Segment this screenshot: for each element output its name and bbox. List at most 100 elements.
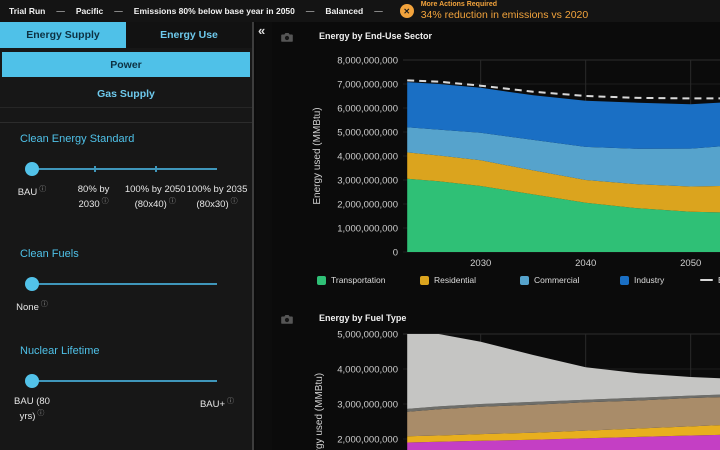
legend-item-commercial[interactable]: Commercial [520, 275, 579, 285]
collapse-sidebar-button[interactable]: « [258, 23, 266, 38]
camera-icon[interactable] [281, 314, 293, 324]
info-icon[interactable]: ⓘ [227, 398, 235, 405]
legend-dash-swatch [700, 278, 713, 282]
y-tick-label: 6,000,000,000 [337, 104, 398, 115]
emissions-target[interactable]: Emissions 80% below base year in 2050 [133, 6, 295, 16]
y-tick-label: 8,000,000,000 [337, 56, 398, 67]
legend-item-transportation[interactable]: Transportation [317, 275, 386, 285]
tab-energy-supply[interactable]: Energy Supply [0, 22, 126, 48]
info-icon[interactable]: ⓘ [40, 301, 48, 308]
section-title: Clean Energy Standard [20, 133, 135, 145]
area-series-tan-fuel[interactable] [407, 397, 720, 437]
nav-power-button[interactable]: Power [2, 52, 250, 77]
legend-item-industry[interactable]: Industry [620, 275, 664, 285]
slider-tick [155, 166, 158, 172]
clean-energy-standard-slider[interactable] [25, 162, 217, 176]
slider-option: 80% by 2030 ⓘ [77, 184, 110, 211]
actions-required-alert[interactable]: ✕ More Actions Required 34% reduction in… [399, 1, 589, 21]
chart1-legend: Transportation Residential Commercial In… [272, 275, 720, 289]
section-clean-fuels: Clean Fuels None ⓘ [0, 248, 252, 314]
slider-option: BAU+ ⓘ [199, 398, 235, 411]
slider-handle[interactable] [25, 162, 39, 176]
slider-track[interactable] [32, 168, 217, 170]
top-status-bar: Trial Run — Pacific — Emissions 80% belo… [0, 0, 720, 22]
area-series-light-gray-fuel[interactable] [407, 334, 720, 409]
sidebar-nav: Power Gas Supply [0, 52, 252, 108]
section-clean-energy-standard: Clean Energy Standard BAU ⓘ 80% by 2030 ⓘ … [0, 133, 252, 232]
balance-mode[interactable]: Balanced [325, 6, 364, 16]
y-tick-label: 4,000,000,000 [337, 152, 398, 163]
chart2-title: Energy by Fuel Type [319, 313, 407, 323]
slider-tick [93, 166, 96, 172]
area-series-Commercial[interactable] [407, 127, 720, 187]
separator: — [374, 6, 383, 16]
x-circle-icon: ✕ [399, 4, 414, 18]
y-axis-title: Energy used (MMBtu) [314, 373, 325, 450]
legend-swatch [520, 275, 529, 285]
legend-item-business-as-usual[interactable]: Business as Usual [700, 275, 720, 285]
info-icon[interactable]: ⓘ [168, 198, 176, 205]
area-series-magenta-fuel[interactable] [407, 434, 720, 450]
y-tick-label: 4,000,000,000 [337, 365, 398, 376]
slider-handle[interactable] [25, 374, 39, 388]
y-tick-label: 1,000,000,000 [337, 224, 398, 235]
y-tick-label: 2,000,000,000 [337, 200, 398, 211]
separator: — [305, 6, 315, 16]
energy-by-end-use-sector-chart[interactable]: 0 1,000,000,000 2,000,000,000 3,000,000,000… [272, 48, 720, 274]
scenario-name[interactable]: Trial Run [9, 6, 46, 16]
y-tick-label: 3,000,000,000 [337, 400, 398, 411]
area-series-dark-gray-fuel[interactable] [407, 394, 720, 412]
chart1-title: Energy by End-Use Sector [319, 31, 433, 41]
y-axis-title: Energy used (MMBtu) [312, 107, 323, 204]
tab-energy-use[interactable]: Energy Use [126, 22, 252, 48]
divider [0, 122, 252, 123]
slider-track[interactable] [32, 380, 217, 382]
legend-item-residential[interactable]: Residential [420, 275, 476, 285]
info-icon[interactable]: ⓘ [39, 186, 47, 193]
energy-by-fuel-type-chart[interactable]: 01,000,000,0002,000,000,0003,000,000,000… [272, 326, 720, 450]
y-tick-label: 5,000,000,000 [337, 330, 398, 341]
area-series-Industry[interactable] [407, 82, 720, 149]
y-tick-label: 0 [393, 248, 398, 259]
section-nuclear-lifetime: Nuclear Lifetime BAU (80 yrs) ⓘ BAU+ ⓘ [0, 345, 252, 423]
x-tick-label: 2040 [575, 258, 596, 269]
control-sidebar: Energy Supply Energy Use Power Gas Suppl… [0, 22, 254, 450]
slider-track[interactable] [32, 283, 217, 285]
overlay-line-Business as Usual[interactable] [407, 79, 720, 100]
x-tick-label: 2030 [470, 258, 491, 269]
region-selector[interactable]: Pacific [75, 6, 104, 16]
alert-title: More Actions Required [420, 1, 498, 8]
info-icon[interactable]: ⓘ [37, 410, 45, 417]
area-series-gold-fuel[interactable] [407, 425, 720, 443]
sidebar-tabs: Energy Supply Energy Use [0, 22, 252, 48]
area-series-Transportation[interactable] [407, 178, 720, 252]
x-tick-label: 2050 [680, 258, 701, 269]
nav-gas-supply-button[interactable]: Gas Supply [97, 87, 155, 100]
y-tick-label: 7,000,000,000 [337, 80, 398, 91]
camera-icon[interactable] [281, 32, 293, 42]
legend-swatch [620, 275, 629, 285]
sidebar-gutter: « [256, 22, 272, 450]
slider-option: BAU ⓘ [17, 186, 47, 199]
legend-swatch [317, 275, 326, 285]
clean-fuels-slider[interactable] [25, 277, 217, 291]
nuclear-lifetime-slider[interactable] [25, 374, 217, 388]
info-icon[interactable]: ⓘ [230, 198, 238, 205]
slider-option: None ⓘ [16, 301, 48, 314]
slider-option: 100% by 2035 (80x30) ⓘ [186, 184, 248, 211]
alert-message: 34% reduction in emissions vs 2020 [420, 9, 589, 21]
y-tick-label: 3,000,000,000 [337, 176, 398, 187]
area-series-Residential[interactable] [407, 152, 720, 213]
legend-swatch [420, 275, 429, 285]
y-tick-label: 5,000,000,000 [337, 128, 398, 139]
separator: — [114, 6, 123, 16]
slider-handle[interactable] [25, 277, 39, 291]
info-icon[interactable]: ⓘ [101, 198, 109, 205]
slider-option: BAU (80 yrs) ⓘ [14, 396, 50, 423]
charts-panel: Energy by End-Use Sector 0 1,000,000,000 2… [272, 22, 720, 450]
section-title: Nuclear Lifetime [20, 345, 100, 357]
separator: — [56, 6, 65, 16]
y-tick-label: 2,000,000,000 [337, 435, 398, 446]
section-title: Clean Fuels [20, 248, 79, 260]
